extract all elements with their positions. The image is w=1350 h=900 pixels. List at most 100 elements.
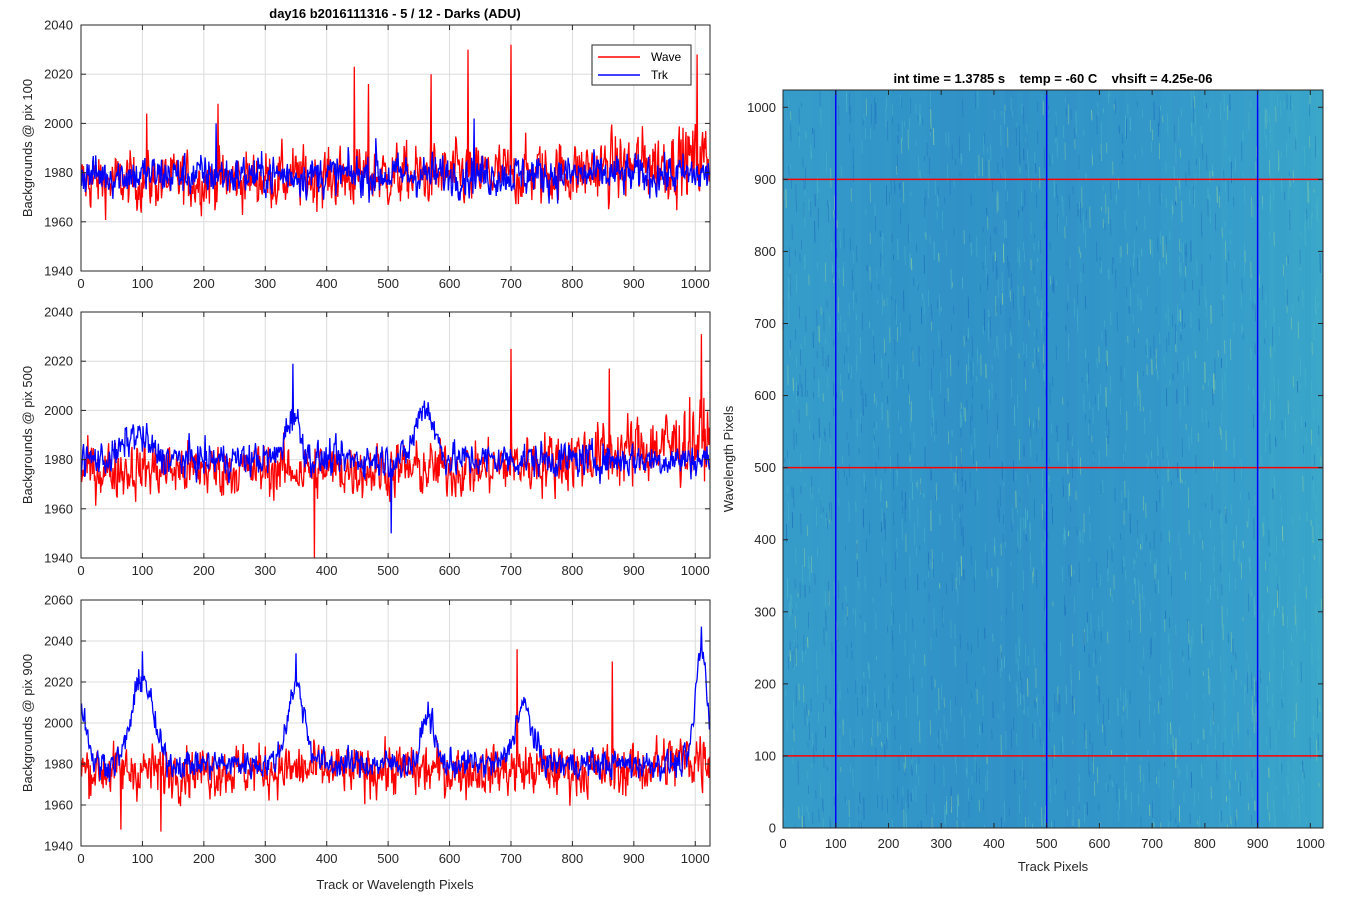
plot-pix-900: 0 100 200 300 400 500 600 700 800 900 1000 1940 1960…	[20, 593, 710, 893]
y-tick-label: 2020	[44, 67, 73, 82]
x-tick-label: 100	[132, 276, 154, 291]
legend-label-trk: Trk	[651, 68, 669, 82]
x-tick-label: 300	[254, 851, 276, 866]
y-tick-label: 1960	[44, 214, 73, 229]
y-tick-label: 1980	[44, 757, 73, 772]
x-axis-label: Track or Wavelength Pixels	[316, 877, 474, 892]
heatmap-column	[1299, 90, 1306, 828]
heatmap-column	[1107, 90, 1114, 828]
y-tick-label: 700	[754, 316, 776, 331]
x-tick-label: 400	[983, 836, 1005, 851]
heatmap-column	[915, 90, 922, 828]
x-tick-label: 800	[562, 276, 584, 291]
x-tick-label: 800	[1194, 836, 1216, 851]
heatmap-column	[1065, 90, 1072, 828]
heatmap-column	[825, 90, 832, 828]
x-tick-label: 600	[439, 563, 461, 578]
heatmap-column	[1197, 90, 1204, 828]
y-tick-label: 2020	[44, 675, 73, 690]
x-tick-label: 700	[500, 851, 522, 866]
heatmap-column	[1005, 90, 1012, 828]
x-tick-label: 0	[77, 276, 84, 291]
y-tick-label: 1980	[44, 452, 73, 467]
heatmap-column	[921, 90, 928, 828]
legend: Wave Trk	[592, 45, 691, 85]
x-tick-label: 500	[377, 563, 399, 578]
heatmap-column	[1185, 90, 1192, 828]
x-tick-label: 1000	[681, 563, 710, 578]
y-axis-label: Backgrounds @ pix 900	[20, 654, 35, 792]
heatmap-column	[1179, 90, 1186, 828]
heatmap-column	[807, 90, 814, 828]
y-tick-label: 2000	[44, 716, 73, 731]
heatmap-column	[1095, 90, 1102, 828]
heatmap-panel: 0 100 200 300 400 500 600 700 800 900 100001002003…	[721, 71, 1325, 874]
heatmap-column	[1011, 90, 1018, 828]
x-tick-label: 0	[77, 563, 84, 578]
y-tick-label: 2060	[44, 593, 73, 608]
x-tick-label: 900	[1247, 836, 1269, 851]
x-tick-label: 600	[439, 276, 461, 291]
plot-axes-box	[81, 312, 710, 558]
heatmap-column	[933, 90, 940, 828]
x-tick-label: 900	[623, 851, 645, 866]
heatmap-column	[1245, 90, 1252, 828]
y-tick-label: 1940	[44, 839, 73, 854]
heatmap-column	[1017, 90, 1024, 828]
heatmap-column	[981, 90, 988, 828]
y-axis-label: Backgrounds @ pix 500	[20, 366, 35, 504]
y-tick-label: 2000	[44, 116, 73, 131]
heatmap-column	[861, 90, 868, 828]
heatmap-column	[1269, 90, 1276, 828]
heatmap-column	[1131, 90, 1138, 828]
plot-pix-100: 0 100 200 300 400 500 600 700 800 900 1000 1940 1960…	[20, 6, 710, 291]
x-tick-label: 1000	[681, 276, 710, 291]
x-tick-label: 400	[316, 563, 338, 578]
y-tick-label: 1000	[747, 100, 776, 115]
x-tick-label: 700	[1141, 836, 1163, 851]
x-tick-label: 500	[377, 851, 399, 866]
x-tick-label: 300	[254, 563, 276, 578]
heatmap-column	[849, 90, 856, 828]
heatmap-column	[999, 90, 1006, 828]
heatmap-column	[975, 90, 982, 828]
heatmap-column	[1281, 90, 1288, 828]
x-tick-label: 800	[562, 851, 584, 866]
x-tick-label: 600	[1089, 836, 1111, 851]
heatmap-column	[843, 90, 850, 828]
y-tick-label: 1960	[44, 798, 73, 813]
x-tick-label: 600	[439, 851, 461, 866]
heatmap-column	[1119, 90, 1126, 828]
y-tick-label: 2000	[44, 403, 73, 418]
y-axis-label: Backgrounds @ pix 100	[20, 79, 35, 217]
heatmap-cells	[783, 90, 1324, 828]
x-tick-label: 200	[193, 563, 215, 578]
heatmap-column	[1227, 90, 1234, 828]
x-tick-label: 300	[254, 276, 276, 291]
heatmap-column	[1155, 90, 1162, 828]
x-tick-label: 700	[500, 276, 522, 291]
heatmap-column	[1137, 90, 1144, 828]
x-tick-label: 100	[132, 563, 154, 578]
heatmap-image	[783, 90, 1324, 849]
x-tick-label: 900	[623, 563, 645, 578]
heatmap-column	[1125, 90, 1132, 828]
heatmap-title: int time = 1.3785 s temp = -60 C vhsift …	[893, 71, 1212, 86]
heatmap-column	[801, 90, 808, 828]
heatmap-x-axis-label: Track Pixels	[1018, 859, 1089, 874]
heatmap-column	[1023, 90, 1030, 828]
heatmap-column	[1029, 90, 1036, 828]
x-tick-label: 900	[623, 276, 645, 291]
heatmap-column	[1263, 90, 1270, 828]
heatmap-column	[855, 90, 862, 828]
y-tick-label: 2040	[44, 305, 73, 320]
heatmap-column	[1083, 90, 1090, 828]
heatmap-y-axis-label: Wavelength Pixels	[721, 405, 736, 512]
x-tick-label: 400	[316, 276, 338, 291]
heatmap-column	[1203, 90, 1210, 828]
heatmap-column	[1275, 90, 1282, 828]
y-tick-label: 600	[754, 388, 776, 403]
y-tick-label: 1960	[44, 501, 73, 516]
heatmap-column	[789, 90, 796, 828]
heatmap-column	[1287, 90, 1294, 828]
